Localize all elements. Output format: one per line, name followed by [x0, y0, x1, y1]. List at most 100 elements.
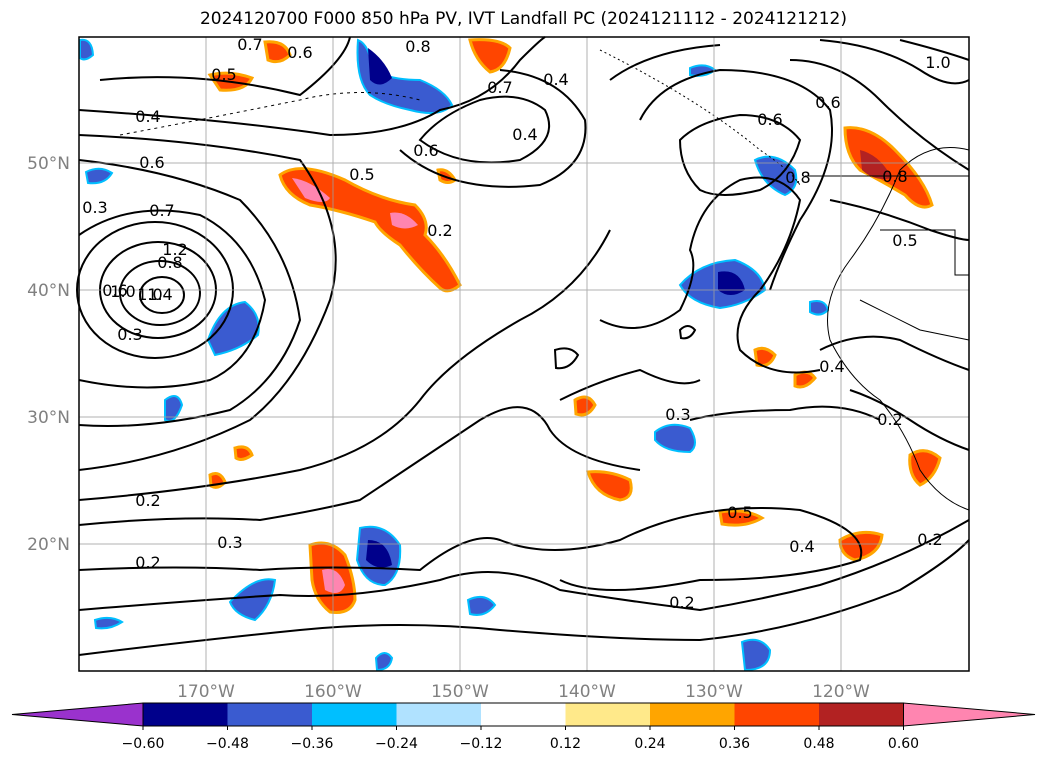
colorbar-tick-label: 0.60: [888, 736, 919, 752]
contour-label: 0.2: [917, 530, 942, 549]
pv-negative-region: [84, 167, 114, 185]
colorbar-tick-label: −0.48: [206, 736, 249, 752]
state-border: [859, 299, 970, 341]
pv-positive-region: [718, 509, 765, 527]
latitude-tick-labels: 50°N 40°N 30°N 20°N: [27, 154, 70, 555]
contour-label: 0.6: [287, 43, 312, 62]
colorbar-tick-label: 0.12: [550, 736, 581, 752]
contour-label: 0.2: [877, 410, 902, 429]
contour-label: 0.5: [892, 231, 917, 250]
colorbar-tick-label: 0.48: [803, 736, 834, 752]
contour-label: 1.0: [925, 53, 950, 72]
longitude-tick-label: 140°W: [558, 682, 616, 702]
contour-label: 0.8: [785, 168, 810, 187]
longitude-tick-label: 160°W: [304, 682, 362, 702]
colorbar-segment: [819, 703, 904, 726]
colorbar-segment: [396, 703, 481, 726]
pv-negative-region: [466, 595, 497, 616]
pv-positive-core: [390, 212, 418, 229]
contour-label: 0.3: [117, 325, 142, 344]
pv-negative-region: [740, 638, 772, 672]
aleutian-islands: [119, 92, 421, 136]
contour-label: 0.3: [82, 198, 107, 217]
colorbar-tick-label: −0.12: [460, 736, 503, 752]
longitude-tick-label: 130°W: [685, 682, 743, 702]
colorbar-segment: [143, 703, 228, 726]
contour-label: 0.8: [882, 167, 907, 186]
colorbar-extend-high: [903, 702, 1036, 727]
pv-negative-region: [809, 300, 830, 316]
latitude-tick-label: 40°N: [27, 281, 70, 301]
colorbar-tick-label: 0.24: [634, 736, 665, 752]
contour-label: 0.2: [427, 221, 452, 240]
colorbar-segment: [650, 703, 735, 726]
contour-label: 0.2: [669, 593, 694, 612]
pv-positive-region: [468, 38, 512, 74]
contour-label: 0.7: [237, 35, 262, 54]
contour-label: 0.6: [139, 153, 164, 172]
contour-label: 0.8: [157, 253, 182, 272]
ivt-contours: [76, 36, 970, 656]
contour-label: 0.4: [789, 537, 814, 556]
pv-negative-region: [654, 423, 696, 454]
colorbar-segment: [481, 703, 566, 726]
map-frame: [78, 36, 970, 672]
pv-positive-region: [573, 395, 597, 417]
pv-positive-region: [908, 449, 942, 487]
colorbar-tick-label: −0.36: [291, 736, 334, 752]
latitude-tick-label: 50°N: [27, 154, 70, 174]
colorbar-segment: [312, 703, 397, 726]
contour-label: 1.0: [110, 282, 135, 301]
contour-label: 0.6: [102, 281, 127, 300]
colorbar-tick-label: −0.60: [122, 736, 165, 752]
contour-label: 0.2: [135, 491, 160, 510]
colorbar-frame: [142, 702, 904, 727]
pv-negative-region: [206, 300, 260, 357]
contour-label: 0.4: [135, 107, 160, 126]
longitude-tick-label: 120°W: [812, 682, 870, 702]
contour-label: 0.5: [727, 503, 752, 522]
gridlines: [79, 37, 969, 671]
pv-positive-core: [860, 150, 892, 179]
contour-label: 0.6: [413, 141, 438, 160]
pv-positive-region: [586, 470, 633, 502]
pv-negative-region: [228, 578, 277, 622]
contour-label: 0.7: [487, 78, 512, 97]
pv-positive-region: [233, 445, 254, 461]
contour-label: 0.4: [819, 357, 844, 376]
contour-label: 0.4: [512, 125, 537, 144]
pv-fill-regions: [79, 38, 942, 672]
contour-label: 1.0: [137, 285, 162, 304]
pv-positive-region: [263, 40, 292, 64]
contour-label: 0.4: [543, 70, 568, 89]
contour-label: 0.6: [757, 110, 782, 129]
colorbar-tick-label: 0.36: [719, 736, 750, 752]
contour-label: 0.5: [349, 165, 374, 184]
colorbar-segment: [734, 703, 819, 726]
contour-labels: 0.7 0.60.50.40.60.70.81.01.21.41.00.30.20…: [82, 35, 950, 612]
latitude-tick-label: 30°N: [27, 408, 70, 428]
contour-label: 0.3: [217, 533, 242, 552]
contour-label: 0.6: [815, 93, 840, 112]
pv-negative-region: [374, 652, 394, 672]
pv-negative-region: [93, 616, 124, 630]
pv-negative-core: [718, 271, 745, 295]
contour-label: 0.5: [211, 65, 236, 84]
contour-label: 0.2: [135, 553, 160, 572]
coastline: [827, 147, 970, 511]
latitude-tick-label: 20°N: [27, 535, 70, 555]
colorbar-segment: [565, 703, 650, 726]
contour-label: 1.2: [162, 240, 187, 259]
map-area: [79, 37, 969, 671]
colorbar-segment: [227, 703, 312, 726]
pv-negative-region: [79, 38, 95, 61]
colorbar: −0.60 −0.48 −0.36 −0.24 −0.12 0.12 0.24 0.36 0.4…: [11, 702, 1036, 752]
contour-label: 0.3: [665, 405, 690, 424]
longitude-tick-label: 150°W: [431, 682, 489, 702]
longitude-tick-label: 170°W: [177, 682, 235, 702]
figure-title: 2024120700 F000 850 hPa PV, IVT Landfall…: [199, 9, 847, 29]
state-border: [880, 229, 969, 276]
contour-label: 1.4: [147, 285, 172, 304]
longitude-tick-labels: 170°W 160°W 150°W 140°W 130°W 120°W: [177, 682, 870, 702]
